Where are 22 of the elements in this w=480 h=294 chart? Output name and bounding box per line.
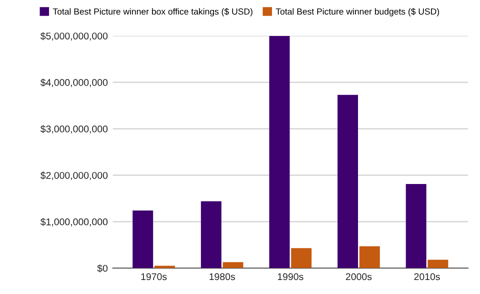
- x-tick-label: 2000s: [346, 273, 372, 280]
- y-tick-label: $0: [97, 264, 108, 272]
- bar: [200, 201, 222, 268]
- bar: [428, 260, 448, 268]
- bar: [406, 184, 426, 268]
- x-tick-label: 1990s: [278, 273, 304, 280]
- legend-label: Total Best Picture winner budgets ($ USD): [276, 8, 440, 16]
- bar: [359, 246, 380, 268]
- y-tick-label: $5,000,000,000: [40, 32, 108, 41]
- x-tick-label: 2010s: [414, 273, 440, 280]
- legend-label: Total Best Picture winner box office takings ($ USD): [52, 8, 252, 16]
- bar: [222, 262, 244, 268]
- y-tick-label: $4,000,000,000: [40, 78, 108, 88]
- bar: [338, 94, 358, 268]
- bar: [132, 210, 154, 268]
- x-tick-label: 1980s: [210, 273, 235, 280]
- y-tick-label: $1,000,000,000: [40, 218, 108, 226]
- bar: [291, 248, 312, 268]
- y-tick-label: $3,000,000,000: [40, 125, 108, 134]
- y-tick-label: $2,000,000,000: [40, 172, 108, 180]
- x-tick-label: 1970s: [141, 273, 167, 280]
- bar: [269, 36, 290, 268]
